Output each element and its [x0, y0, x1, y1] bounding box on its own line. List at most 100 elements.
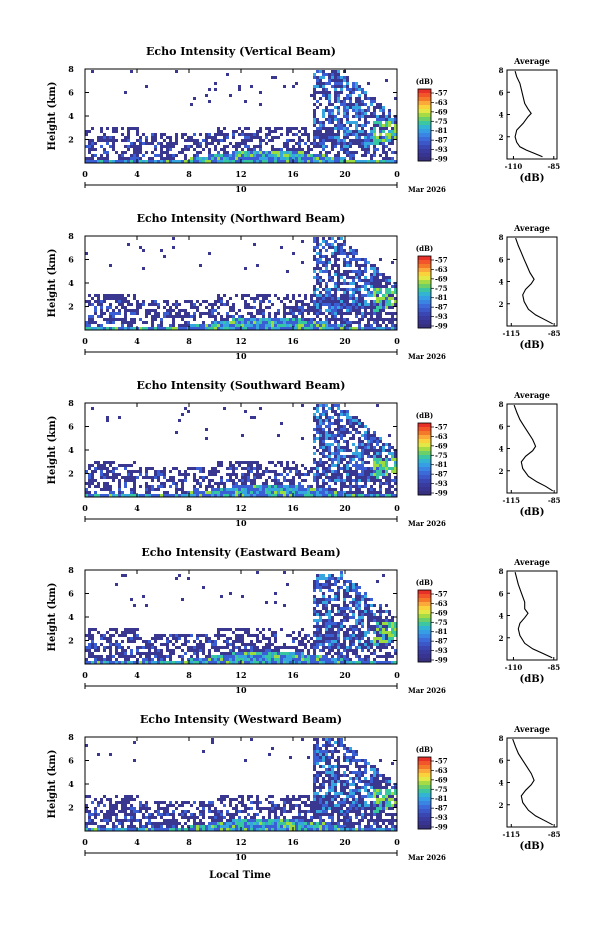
echo-cell [148, 485, 151, 488]
echo-cell [367, 160, 370, 163]
echo-cell [163, 157, 166, 160]
echo-cell [274, 482, 277, 485]
echo-cell [169, 825, 172, 828]
echo-cell [355, 261, 358, 264]
echo-cell [322, 85, 325, 88]
echo-cell [280, 133, 283, 136]
echo-cell [319, 422, 322, 425]
echo-cell [169, 136, 172, 139]
echo-cell [328, 121, 331, 124]
echo-cell [388, 115, 391, 118]
echo-cell [241, 434, 244, 437]
echo-cell [118, 327, 121, 330]
echo-cell [382, 306, 385, 309]
echo-cell [184, 324, 187, 327]
echo-cell [100, 655, 103, 658]
echo-cell [139, 246, 142, 249]
echo-cell [349, 595, 352, 598]
echo-cell [151, 476, 154, 479]
echo-cell [211, 643, 214, 646]
echo-cell [115, 643, 118, 646]
echo-cell [334, 482, 337, 485]
echo-cell [148, 640, 151, 643]
echo-cell [169, 145, 172, 148]
echo-cell [328, 407, 331, 410]
echo-cell [280, 473, 283, 476]
echo-cell [181, 655, 184, 658]
echo-cell [247, 312, 250, 315]
echo-cell [142, 828, 145, 831]
echo-cell [295, 133, 298, 136]
echo-cell [145, 643, 148, 646]
echo-cell [247, 473, 250, 476]
echo-cell [292, 318, 295, 321]
echo-cell [145, 476, 148, 479]
echo-cell [346, 646, 349, 649]
echo-cell [286, 312, 289, 315]
echo-cell [91, 652, 94, 655]
echo-cell [163, 485, 166, 488]
echo-cell [286, 133, 289, 136]
echo-cell [94, 300, 97, 303]
echo-cell [241, 157, 244, 160]
echo-cell [91, 822, 94, 825]
echo-cell [151, 157, 154, 160]
echo-cell [223, 136, 226, 139]
echo-cell [196, 467, 199, 470]
echo-cell [121, 801, 124, 804]
x-tick-label: 12 [235, 503, 246, 513]
echo-cell [328, 157, 331, 160]
echo-cell [214, 643, 217, 646]
echo-cell [328, 574, 331, 577]
echo-cell [232, 327, 235, 330]
echo-cell [334, 115, 337, 118]
echo-cell [313, 136, 316, 139]
echo-cell [220, 318, 223, 321]
echo-cell [316, 157, 319, 160]
echo-cell [358, 655, 361, 658]
colorbar-level: -63 [435, 599, 448, 608]
echo-cell [340, 288, 343, 291]
echo-cell [268, 294, 271, 297]
echo-cell [319, 458, 322, 461]
echo-cell [343, 124, 346, 127]
echo-cell [166, 148, 169, 151]
echo-cell [361, 598, 364, 601]
echo-cell [286, 145, 289, 148]
echo-cell [274, 646, 277, 649]
echo-cell [367, 321, 370, 324]
echo-cell [127, 470, 130, 473]
x-tick-label: 16 [287, 336, 299, 346]
echo-cell [238, 494, 241, 497]
echo-cell [352, 270, 355, 273]
echo-cell [349, 97, 352, 100]
echo-cell [139, 318, 142, 321]
echo-cell [217, 133, 220, 136]
echo-cell [379, 449, 382, 452]
echo-cell [313, 434, 316, 437]
echo-cell [88, 327, 91, 330]
echo-cell [334, 473, 337, 476]
echo-cell [391, 637, 394, 640]
echo-cell [109, 753, 112, 756]
echo-cell [205, 637, 208, 640]
echo-cell [151, 661, 154, 664]
echo-cell [136, 819, 139, 822]
echo-cell [331, 443, 334, 446]
echo-cell [187, 136, 190, 139]
echo-cell [334, 428, 337, 431]
echo-cell [313, 461, 316, 464]
echo-cell [265, 151, 268, 154]
echo-cell [331, 634, 334, 637]
echo-cell [313, 428, 316, 431]
echo-cell [247, 157, 250, 160]
echo-cell [325, 300, 328, 303]
echo-cell [355, 628, 358, 631]
echo-cell [319, 452, 322, 455]
echo-cell [352, 473, 355, 476]
echo-cell [367, 646, 370, 649]
echo-cell [160, 324, 163, 327]
echo-cell [316, 494, 319, 497]
echo-cell [277, 127, 280, 130]
echo-cell [271, 655, 274, 658]
